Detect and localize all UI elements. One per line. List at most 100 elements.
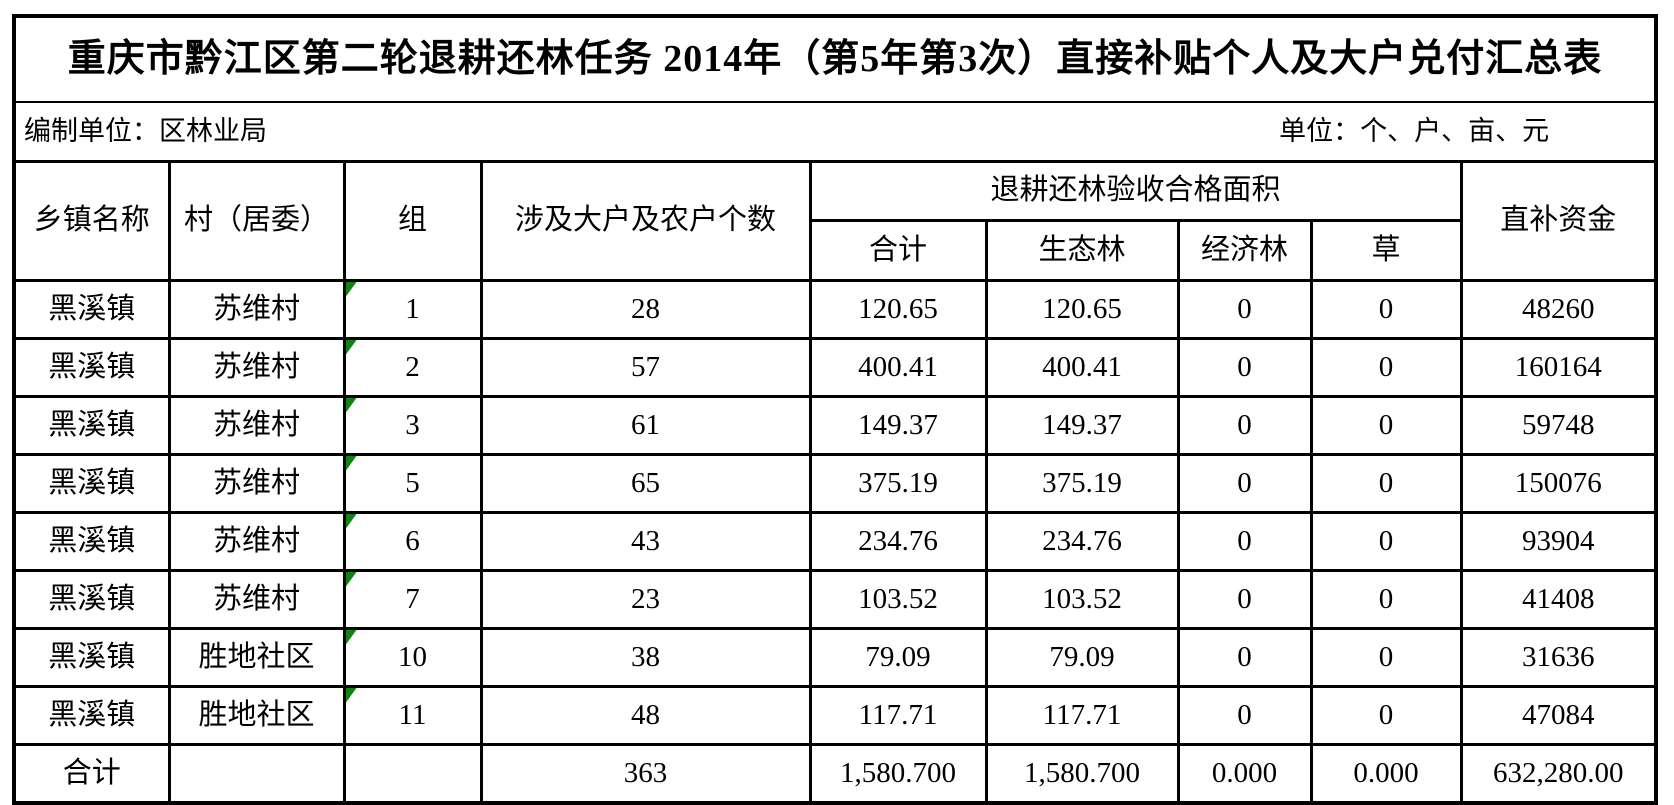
household-count-cell: 43 bbox=[479, 511, 812, 572]
village-cell: 苏维村 bbox=[167, 337, 346, 398]
village-cell: 苏维村 bbox=[167, 279, 346, 340]
economic-forest-cell: 0 bbox=[1176, 569, 1313, 630]
col-header-group: 组 bbox=[342, 160, 483, 282]
ecological-forest-cell: 79.09 bbox=[984, 627, 1180, 688]
township-cell: 黑溪镇 bbox=[12, 395, 171, 456]
title-row: 重庆市黔江区第二轮退耕还林任务 2014年（第5年第3次）直接补贴个人及大户兑付… bbox=[12, 14, 1658, 103]
total-eco-cell: 1,580.700 bbox=[984, 743, 1180, 805]
group-cell: 5 bbox=[342, 453, 483, 514]
village-cell: 苏维村 bbox=[167, 569, 346, 630]
total-village-cell bbox=[167, 743, 346, 805]
township-cell: 黑溪镇 bbox=[12, 569, 171, 630]
ecological-forest-cell: 375.19 bbox=[984, 453, 1180, 514]
table-row: 黑溪镇 苏维村 2 57 400.41 400.41 0 0 160164 bbox=[12, 337, 1658, 398]
subsidy-cell: 41408 bbox=[1459, 569, 1658, 630]
grass-cell: 0 bbox=[1309, 627, 1463, 688]
subsidy-summary-table: 重庆市黔江区第二轮退耕还林任务 2014年（第5年第3次）直接补贴个人及大户兑付… bbox=[12, 14, 1659, 805]
area-total-cell: 149.37 bbox=[808, 395, 988, 456]
township-cell: 黑溪镇 bbox=[12, 511, 171, 572]
township-cell: 黑溪镇 bbox=[12, 453, 171, 514]
cell-flag-icon bbox=[347, 399, 357, 413]
total-row: 合计 363 1,580.700 1,580.700 0.000 0.000 6… bbox=[12, 743, 1658, 805]
col-header-household-count: 涉及大户及农户个数 bbox=[479, 160, 812, 282]
info-cell: 编制单位：区林业局 单位：个、户、亩、元 bbox=[12, 101, 1658, 163]
economic-forest-cell: 0 bbox=[1176, 337, 1313, 398]
page-title: 重庆市黔江区第二轮退耕还林任务 2014年（第5年第3次）直接补贴个人及大户兑付… bbox=[12, 14, 1658, 103]
economic-forest-cell: 0 bbox=[1176, 279, 1313, 340]
household-count-cell: 23 bbox=[479, 569, 812, 630]
household-count-cell: 38 bbox=[479, 627, 812, 688]
cell-flag-icon bbox=[347, 515, 357, 529]
col-header-village: 村（居委） bbox=[167, 160, 346, 282]
info-row: 编制单位：区林业局 单位：个、户、亩、元 bbox=[12, 101, 1658, 163]
cell-flag-icon bbox=[347, 341, 357, 355]
subsidy-cell: 48260 bbox=[1459, 279, 1658, 340]
township-cell: 黑溪镇 bbox=[12, 279, 171, 340]
household-count-cell: 57 bbox=[479, 337, 812, 398]
household-count-cell: 65 bbox=[479, 453, 812, 514]
grass-cell: 0 bbox=[1309, 569, 1463, 630]
col-header-township: 乡镇名称 bbox=[12, 160, 171, 282]
grass-cell: 0 bbox=[1309, 453, 1463, 514]
grass-cell: 0 bbox=[1309, 685, 1463, 746]
village-cell: 苏维村 bbox=[167, 453, 346, 514]
units-label: 单位：个、户、亩、元 bbox=[1279, 115, 1550, 146]
area-total-cell: 79.09 bbox=[808, 627, 988, 688]
cell-flag-icon bbox=[347, 457, 357, 471]
col-header-ecological-forest: 生态林 bbox=[984, 219, 1180, 282]
grass-cell: 0 bbox=[1309, 511, 1463, 572]
total-econ-cell: 0.000 bbox=[1176, 743, 1313, 805]
table-row: 黑溪镇 苏维村 3 61 149.37 149.37 0 0 59748 bbox=[12, 395, 1658, 456]
table-row: 黑溪镇 胜地社区 11 48 117.71 117.71 0 0 47084 bbox=[12, 685, 1658, 746]
group-cell: 1 bbox=[342, 279, 483, 340]
village-cell: 胜地社区 bbox=[167, 685, 346, 746]
col-header-area-group: 退耕还林验收合格面积 bbox=[808, 160, 1463, 222]
village-cell: 苏维村 bbox=[167, 395, 346, 456]
group-cell: 6 bbox=[342, 511, 483, 572]
cell-flag-icon bbox=[347, 573, 357, 587]
total-group-cell bbox=[342, 743, 483, 805]
group-cell: 2 bbox=[342, 337, 483, 398]
economic-forest-cell: 0 bbox=[1176, 395, 1313, 456]
ecological-forest-cell: 400.41 bbox=[984, 337, 1180, 398]
subsidy-cell: 150076 bbox=[1459, 453, 1658, 514]
economic-forest-cell: 0 bbox=[1176, 685, 1313, 746]
village-cell: 胜地社区 bbox=[167, 627, 346, 688]
township-cell: 黑溪镇 bbox=[12, 627, 171, 688]
table-row: 黑溪镇 苏维村 1 28 120.65 120.65 0 0 48260 bbox=[12, 279, 1658, 340]
grass-cell: 0 bbox=[1309, 337, 1463, 398]
group-cell: 3 bbox=[342, 395, 483, 456]
col-header-grass: 草 bbox=[1309, 219, 1463, 282]
grass-cell: 0 bbox=[1309, 279, 1463, 340]
total-subsidy-cell: 632,280.00 bbox=[1459, 743, 1658, 805]
township-cell: 黑溪镇 bbox=[12, 685, 171, 746]
subsidy-cell: 59748 bbox=[1459, 395, 1658, 456]
economic-forest-cell: 0 bbox=[1176, 627, 1313, 688]
total-area-cell: 1,580.700 bbox=[808, 743, 988, 805]
total-label: 合计 bbox=[12, 743, 171, 805]
ecological-forest-cell: 120.65 bbox=[984, 279, 1180, 340]
subsidy-cell: 31636 bbox=[1459, 627, 1658, 688]
col-header-subsidy: 直补资金 bbox=[1459, 160, 1658, 282]
col-header-economic-forest: 经济林 bbox=[1176, 219, 1313, 282]
spreadsheet-page: 重庆市黔江区第二轮退耕还林任务 2014年（第5年第3次）直接补贴个人及大户兑付… bbox=[12, 14, 1659, 805]
village-cell: 苏维村 bbox=[167, 511, 346, 572]
cell-flag-icon bbox=[347, 631, 357, 645]
total-count-cell: 363 bbox=[479, 743, 812, 805]
area-total-cell: 375.19 bbox=[808, 453, 988, 514]
economic-forest-cell: 0 bbox=[1176, 511, 1313, 572]
header-row-2: 合计 生态林 经济林 草 bbox=[14, 219, 1656, 282]
ecological-forest-cell: 234.76 bbox=[984, 511, 1180, 572]
cell-flag-icon bbox=[347, 283, 357, 297]
household-count-cell: 61 bbox=[479, 395, 812, 456]
subsidy-cell: 47084 bbox=[1459, 685, 1658, 746]
ecological-forest-cell: 117.71 bbox=[984, 685, 1180, 746]
col-header-area-total: 合计 bbox=[808, 219, 988, 282]
subsidy-cell: 160164 bbox=[1459, 337, 1658, 398]
area-total-cell: 400.41 bbox=[808, 337, 988, 398]
area-total-cell: 234.76 bbox=[808, 511, 988, 572]
header-row-1: 乡镇名称 村（居委） 组 涉及大户及农户个数 退耕还林验收合格面积 直补资金 bbox=[12, 160, 1658, 282]
info-wrap: 编制单位：区林业局 单位：个、户、亩、元 bbox=[17, 115, 1653, 147]
table-row: 黑溪镇 苏维村 7 23 103.52 103.52 0 0 41408 bbox=[12, 569, 1658, 630]
table-row: 黑溪镇 苏维村 5 65 375.19 375.19 0 0 150076 bbox=[12, 453, 1658, 514]
